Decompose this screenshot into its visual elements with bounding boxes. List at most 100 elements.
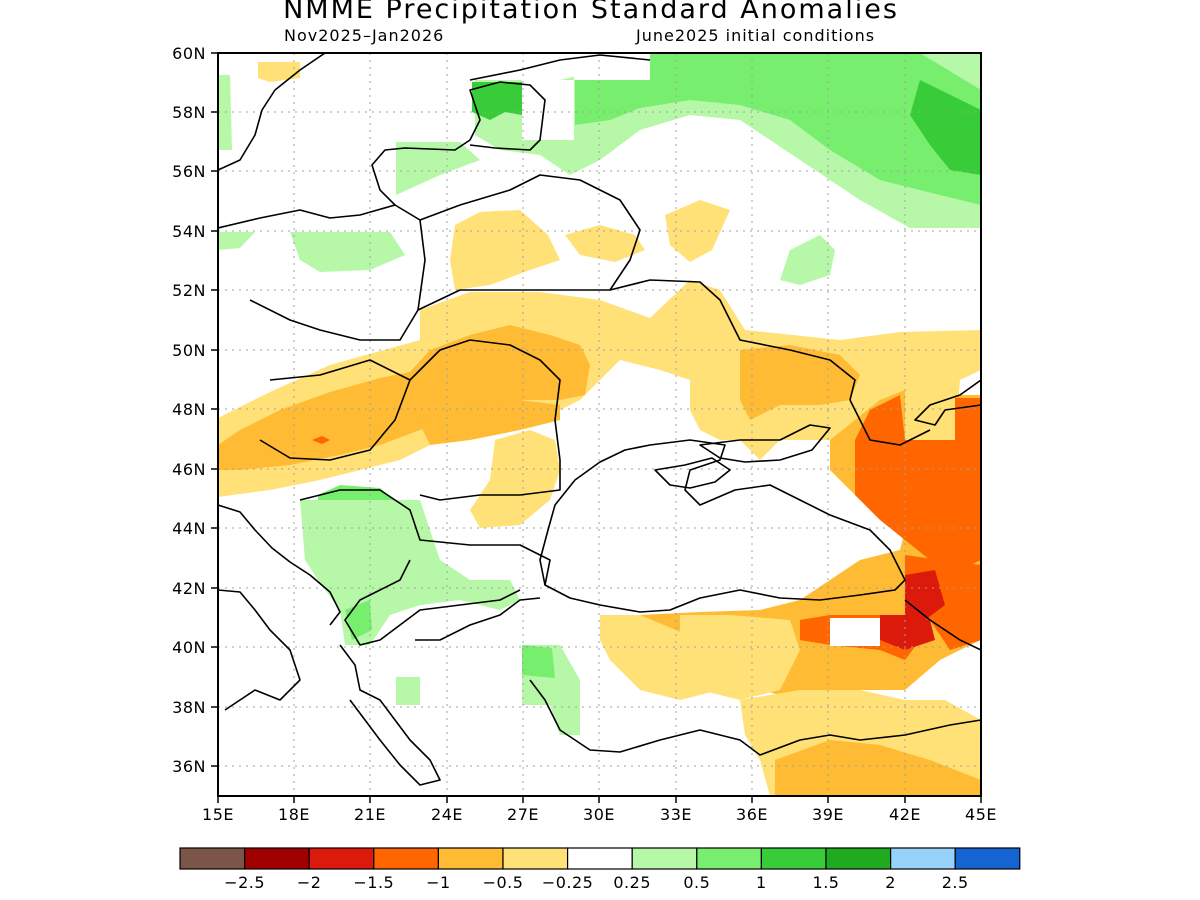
border-romania [409, 339, 561, 501]
colorbar-swatch [696, 847, 762, 870]
italy-coast [218, 589, 301, 711]
colorbar-swatch [502, 847, 569, 870]
border-hungary [259, 359, 411, 461]
lon-label: 18E [278, 805, 310, 824]
lat-label: 38N [172, 698, 206, 717]
colorbar-label: −0.5 [483, 873, 524, 892]
border-balkans [299, 489, 551, 586]
lon-label: 45E [965, 805, 997, 824]
aegean-coast [415, 597, 541, 641]
no-data-north [574, 53, 650, 80]
wet-anomaly-poland [290, 232, 405, 272]
wet-anomaly-greece [396, 677, 420, 705]
black-sea-coast [539, 439, 906, 613]
colorbar-swatch [437, 847, 504, 870]
lon-label: 21E [354, 805, 386, 824]
baltic-coast [218, 81, 546, 229]
wet-anomaly-baltic [472, 82, 522, 120]
dry-anomaly-hungary-dot [312, 436, 330, 444]
lat-label: 56N [172, 162, 206, 181]
border-ukraine [417, 279, 856, 401]
gulf-of-finland [469, 54, 651, 81]
crimea-coast [654, 457, 731, 489]
wet-anomaly-nw [218, 232, 255, 250]
azov-coast [699, 424, 831, 463]
lon-label: 33E [660, 805, 692, 824]
lat-label: 60N [172, 44, 206, 63]
colorbar-label: −0.25 [542, 873, 594, 892]
colorbar-label: −1.5 [353, 873, 394, 892]
initial-conditions: June2025 initial conditions [636, 26, 876, 45]
dry-anomaly-russia-c [665, 200, 730, 262]
colorbar: −2.5 −2 −1.5 −1 −0.5 −0.25 0.25 0.5 1 1.5 2 2.5 [179, 847, 1021, 892]
colorbar-swatch [566, 847, 633, 870]
dry-anomaly-ukraine-e [740, 345, 860, 420]
wet-anomaly-lithuania [396, 142, 480, 195]
lat-label: 54N [172, 222, 206, 241]
dry-anomaly-nw-patch [258, 62, 300, 82]
lat-label: 46N [172, 460, 206, 479]
colorbar-swatch [954, 847, 1021, 870]
border-belarus [419, 174, 641, 291]
lat-label: 44N [172, 519, 206, 538]
colorbar-label: 0.25 [613, 873, 651, 892]
tick-marks [211, 52, 982, 803]
dry-anomaly-danube [470, 430, 560, 528]
lon-label: 27E [507, 805, 539, 824]
map-title: NMME Precipitation Standard Anomalies [283, 0, 899, 25]
adriatic-coast [218, 504, 341, 626]
colorbar-swatch [179, 847, 246, 870]
colorbar-label: −2 [297, 873, 322, 892]
lon-label: 42E [889, 805, 921, 824]
wet-anomaly-russia [780, 235, 835, 285]
lon-label: 15E [202, 805, 234, 824]
lat-label: 36N [172, 757, 206, 776]
colorbar-swatch [760, 847, 827, 870]
coastlines-borders [218, 53, 981, 786]
border-russia-kaz [849, 399, 931, 446]
colorbar-swatch [308, 847, 375, 870]
forecast-period: Nov2025–Jan2026 [284, 26, 445, 45]
lat-label: 42N [172, 579, 206, 598]
dry-anomaly-russia-w [565, 225, 645, 262]
lon-label: 39E [812, 805, 844, 824]
dry-anomaly-caucasus-strong [855, 395, 981, 570]
dry-anomaly-romania [418, 400, 560, 445]
dry-anomaly-band [218, 280, 981, 497]
wet-anomaly-northeast-core [910, 80, 981, 175]
no-data-baltic [522, 80, 574, 140]
turkey-south-coast [529, 679, 981, 756]
lat-label: 50N [172, 341, 206, 360]
dry-anomaly-belarus [450, 210, 560, 290]
lat-label: 52N [172, 281, 206, 300]
lat-label: 40N [172, 638, 206, 657]
sweden-coast [218, 53, 326, 171]
wet-anomaly-aegean-core [522, 645, 555, 678]
no-data-turkey [830, 618, 880, 646]
colorbar-label: −2.5 [224, 873, 265, 892]
colorbar-label: 1.5 [813, 873, 840, 892]
greece-coast [339, 644, 441, 786]
colorbar-swatch [631, 847, 698, 870]
colorbar-swatch [889, 847, 956, 870]
dry-anomaly-turkey-w [600, 615, 720, 700]
lon-label: 24E [431, 805, 463, 824]
caspian-coast [914, 379, 981, 426]
dry-anomaly-turkey-ne-core [880, 615, 935, 650]
lat-label: 48N [172, 400, 206, 419]
colorbar-swatch [373, 847, 439, 870]
colorbar-label: 2 [885, 873, 896, 892]
lat-labels: 60N 58N 56N 54N 52N 50N 48N 46N 44N 42N … [172, 44, 206, 776]
border-turkey-east [904, 599, 981, 651]
colorbar-swatch [244, 847, 310, 870]
colorbar-label: −1 [426, 873, 451, 892]
lon-labels: 15E 18E 21E 24E 27E 30E 33E 36E 39E 42E … [202, 805, 997, 824]
colorbar-swatch [825, 847, 892, 870]
colorbar-label: 2.5 [942, 873, 969, 892]
lat-label: 58N [172, 103, 206, 122]
border-poland [249, 204, 426, 341]
border-bulgaria [344, 559, 521, 646]
lon-label: 30E [583, 805, 615, 824]
wet-anomaly-northeast-mid [575, 53, 981, 205]
